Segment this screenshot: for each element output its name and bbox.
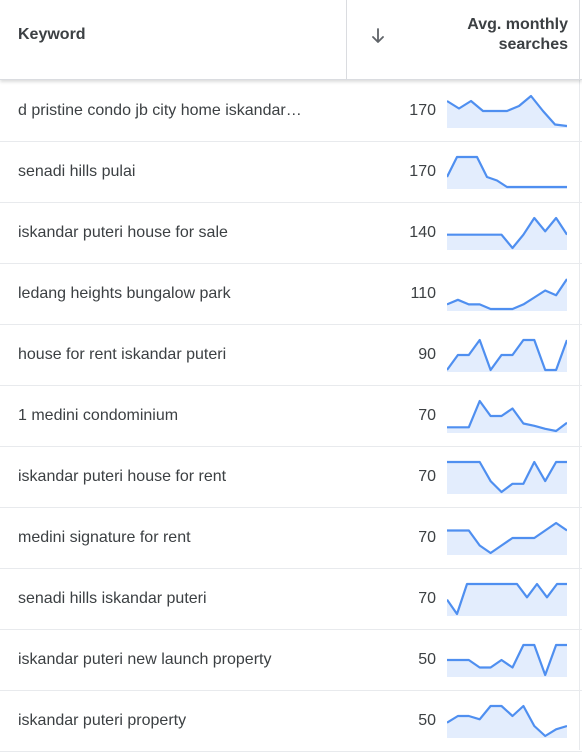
column-divider [579, 79, 580, 750]
sparkline-line [447, 94, 567, 128]
table-header: Keyword Avg. monthly searches [0, 0, 582, 80]
trend-sparkline [447, 399, 567, 433]
avg-searches-cell: 70 [418, 468, 436, 485]
table-row[interactable]: d pristine condo jb city home iskandar… 1… [0, 80, 582, 142]
sparkline-line [447, 216, 567, 250]
table-row[interactable]: medini signature for rent 70 [0, 507, 582, 569]
keyword-cell: medini signature for rent [18, 529, 191, 546]
sparkline-area [447, 523, 567, 555]
sparkline-area [447, 462, 567, 494]
table-row[interactable]: iskandar puteri house for sale 140 [0, 202, 582, 264]
table-row[interactable]: iskandar puteri property 50 [0, 690, 582, 752]
sparkline-area [447, 157, 567, 189]
avg-header-line1: Avg. monthly [467, 16, 568, 33]
sparkline-line [447, 521, 567, 555]
avg-searches-cell: 90 [418, 346, 436, 363]
keyword-cell: senadi hills pulai [18, 163, 136, 180]
sparkline-line [447, 338, 567, 372]
sparkline-line [447, 460, 567, 494]
table-row[interactable]: iskandar puteri house for rent 70 [0, 446, 582, 508]
sparkline-line [447, 704, 567, 738]
trend-sparkline [447, 278, 567, 311]
column-divider [346, 0, 347, 79]
keyword-cell: iskandar puteri new launch property [18, 651, 272, 668]
table-row[interactable]: iskandar puteri new launch property 50 [0, 629, 582, 691]
avg-searches-cell: 70 [418, 590, 436, 607]
keyword-cell: house for rent iskandar puteri [18, 346, 227, 363]
keyword-cell: iskandar puteri house for rent [18, 468, 227, 485]
sparkline-line [447, 399, 567, 433]
sparkline-line [447, 582, 567, 616]
table-row[interactable]: senadi hills iskandar puteri 70 [0, 568, 582, 630]
trend-sparkline [447, 643, 567, 677]
avg-searches-cell: 170 [409, 163, 436, 180]
avg-searches-cell: 70 [418, 529, 436, 546]
column-divider [579, 0, 580, 79]
avg-monthly-searches-column-header[interactable]: Avg. monthly searches [428, 15, 568, 55]
table-row[interactable]: house for rent iskandar puteri 90 [0, 324, 582, 386]
avg-searches-cell: 50 [418, 712, 436, 729]
keyword-cell: ledang heights bungalow park [18, 285, 231, 302]
trend-sparkline [447, 94, 567, 128]
arrow-down-icon[interactable] [368, 26, 388, 46]
avg-searches-cell: 170 [409, 102, 436, 119]
avg-searches-cell: 50 [418, 651, 436, 668]
trend-sparkline [447, 216, 567, 250]
trend-sparkline [447, 338, 567, 372]
keyword-column-header[interactable]: Keyword [18, 26, 86, 43]
keyword-cell: senadi hills iskandar puteri [18, 590, 207, 607]
trend-sparkline [447, 704, 567, 738]
keyword-cell: d pristine condo jb city home iskandar… [18, 102, 302, 119]
trend-sparkline [447, 460, 567, 494]
keyword-cell: iskandar puteri property [18, 712, 187, 729]
keyword-cell: iskandar puteri house for sale [18, 224, 228, 241]
sparkline-line [447, 643, 567, 677]
trend-sparkline [447, 155, 567, 189]
keyword-cell: 1 medini condominium [18, 407, 179, 424]
avg-searches-cell: 140 [409, 224, 436, 241]
trend-sparkline [447, 582, 567, 616]
sparkline-line [447, 155, 567, 189]
table-row[interactable]: senadi hills pulai 170 [0, 141, 582, 203]
trend-sparkline [447, 521, 567, 555]
sparkline-area [447, 279, 567, 311]
avg-header-line2: searches [498, 36, 568, 53]
sparkline-area [447, 218, 567, 250]
sparkline-line [447, 278, 567, 311]
avg-searches-cell: 70 [418, 407, 436, 424]
sparkline-area [447, 706, 567, 738]
table-row[interactable]: ledang heights bungalow park 110 [0, 263, 582, 325]
avg-searches-cell: 110 [410, 285, 436, 302]
sparkline-area [447, 584, 567, 616]
table-row[interactable]: 1 medini condominium 70 [0, 385, 582, 447]
